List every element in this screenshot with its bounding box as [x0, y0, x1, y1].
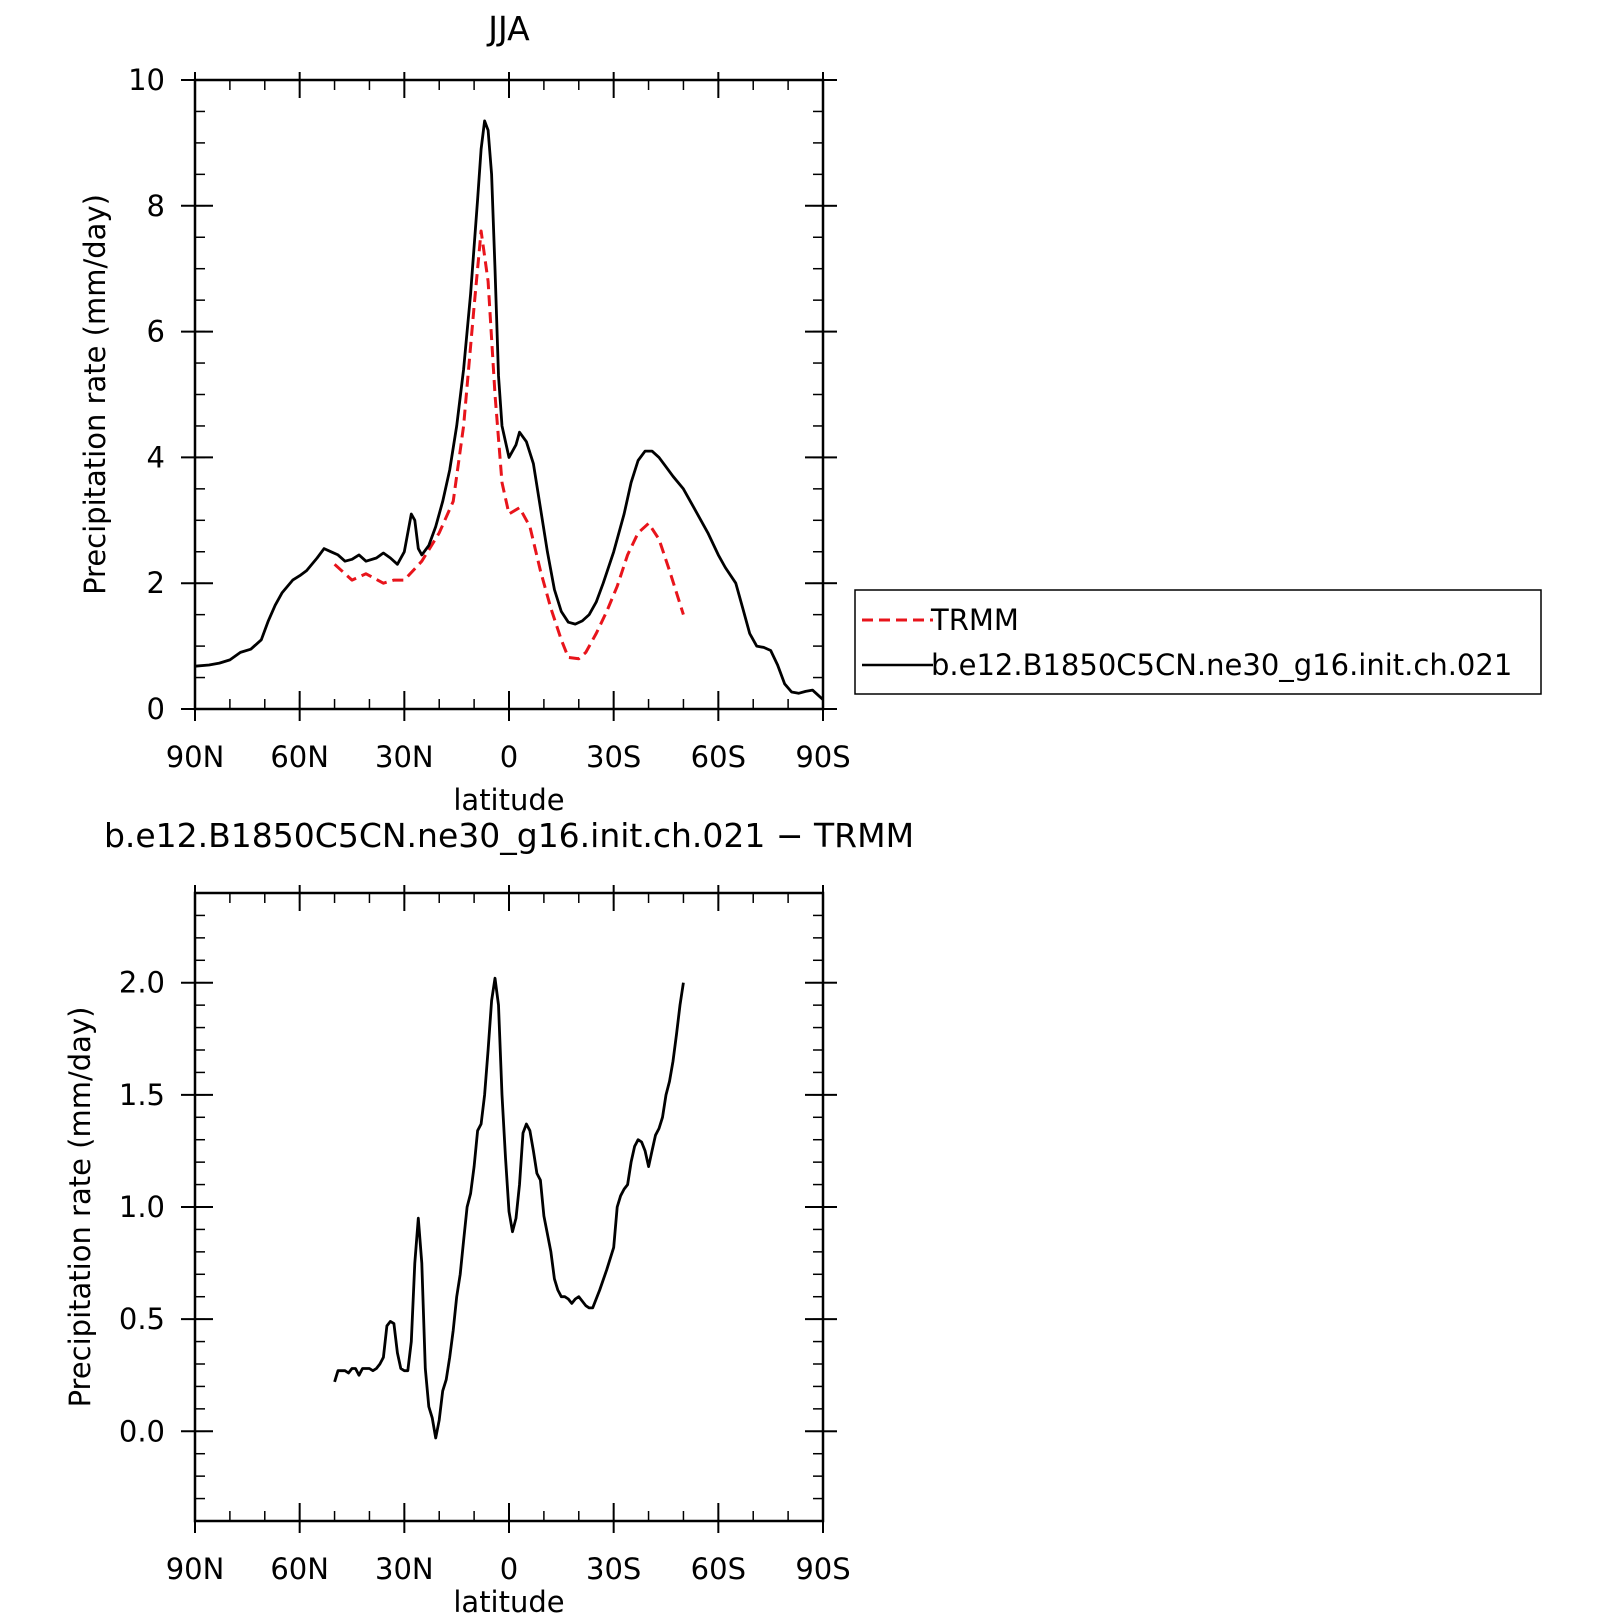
- legend: TRMM b.e12.B1850C5CN.ne30_g16.init.ch.021: [854, 589, 1542, 695]
- x-axis-label: latitude: [453, 783, 564, 817]
- x-tick-label: 60S: [691, 740, 746, 774]
- y-axis-label: Precipitation rate (mm/day): [78, 194, 112, 595]
- x-tick-label: 30S: [586, 1552, 641, 1586]
- y-tick-label: 2.0: [119, 966, 165, 1000]
- x-tick-label: 90S: [795, 740, 850, 774]
- y-tick-label: 6: [147, 315, 165, 349]
- chart-1: JJA 90N 60N 30N 0 30S 60S 90S 0 2 4 6 8 10 latitude Pre…: [78, 9, 1542, 817]
- chart-2: b.e12.B1850C5CN.ne30_g16.init.ch.021 − T…: [63, 816, 914, 1619]
- y-tick-label: 0: [147, 692, 165, 726]
- chart-title: JJA: [486, 9, 530, 48]
- y-tick-label: 8: [147, 189, 165, 223]
- legend-box: [854, 589, 1542, 695]
- y-tick-label: 4: [147, 440, 165, 474]
- x-tick-label: 30N: [375, 1552, 434, 1586]
- x-tick-label: 0: [500, 1552, 518, 1586]
- x-tick-label: 30N: [375, 740, 434, 774]
- x-tick-label: 60N: [270, 1552, 329, 1586]
- y-axis-label: Precipitation rate (mm/day): [63, 1007, 97, 1408]
- series-line-2: [194, 119, 824, 701]
- chart-title: b.e12.B1850C5CN.ne30_g16.init.ch.021 − T…: [104, 816, 914, 855]
- x-tick-label: 90N: [166, 1552, 225, 1586]
- y-tick-label: 10: [128, 63, 165, 97]
- series-line-1: [333, 229, 685, 661]
- x-tick-label: 60N: [270, 740, 329, 774]
- x-tick-label: 90S: [795, 1552, 850, 1586]
- series-line-1: [333, 976, 685, 1440]
- x-tick-label: 30S: [586, 740, 641, 774]
- x-tick-label: 60S: [691, 1552, 746, 1586]
- legend-label: TRMM: [930, 603, 1019, 637]
- y-tick-label: 1.0: [119, 1190, 165, 1224]
- legend-label: b.e12.B1850C5CN.ne30_g16.init.ch.021: [931, 648, 1512, 682]
- x-axis-label: latitude: [453, 1585, 564, 1619]
- x-tick-label: 90N: [166, 740, 225, 774]
- y-tick-label: 0.0: [119, 1414, 165, 1448]
- x-tick-label: 0: [500, 740, 518, 774]
- y-tick-label: 2: [147, 566, 165, 600]
- y-tick-label: 1.5: [119, 1078, 165, 1112]
- y-tick-label: 0.5: [119, 1302, 165, 1336]
- plot-frame: [193, 78, 825, 711]
